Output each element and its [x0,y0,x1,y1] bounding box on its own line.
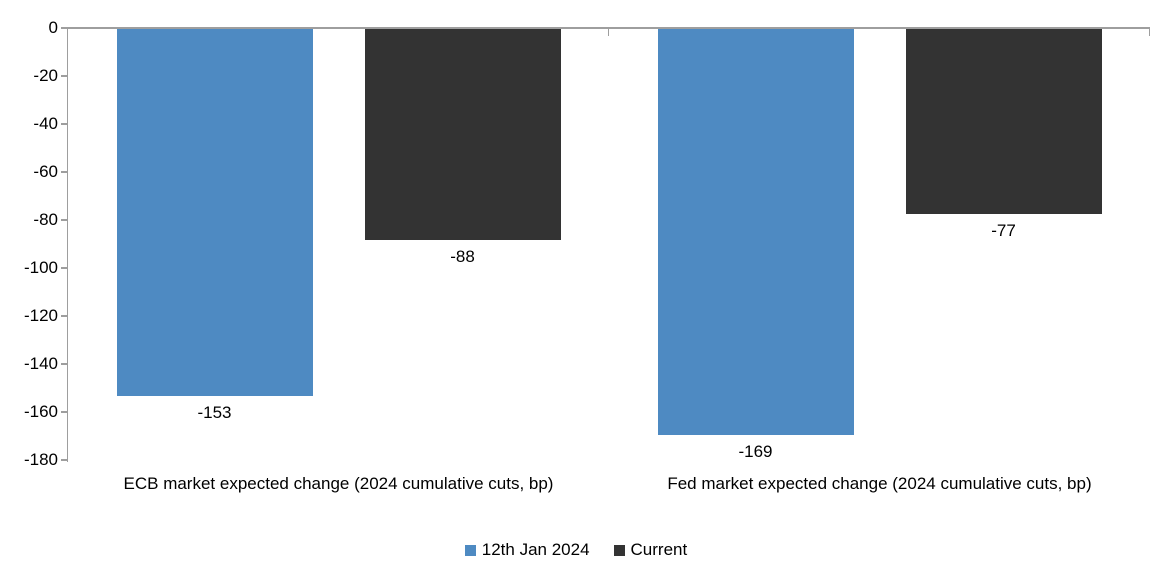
y-tick-mark [60,171,67,173]
y-tick-label: -140 [23,354,58,373]
bar-value-label: -77 [991,220,1016,240]
bar-value-label: -153 [197,403,232,423]
bar [364,29,561,241]
legend-swatch-icon [613,544,625,556]
legend-swatch-icon [464,544,476,556]
y-tick-label: -20 [33,66,58,85]
category-label: Fed market expected change (2024 cumulat… [667,474,1092,493]
legend-label: 12th Jan 2024 [481,540,590,559]
y-tick-mark [60,363,67,365]
y-axis-line [66,28,68,462]
y-tick-label: -100 [23,258,58,277]
y-tick-label: -80 [33,210,58,229]
y-tick-mark [60,459,67,461]
y-tick-mark [60,75,67,77]
category-label: ECB market expected change (2024 cumulat… [123,474,554,493]
bar-value-label: -88 [450,247,475,267]
legend-label: Current [630,540,688,559]
y-tick-label: -40 [33,114,58,133]
bar [657,29,854,435]
y-tick-label: -180 [23,450,58,469]
bar [116,29,313,397]
legend: 12th Jan 2024 Current [0,540,1152,560]
y-tick-mark [60,219,67,221]
y-tick-label: -60 [33,162,58,181]
category-tick-mark [607,29,609,36]
zero-baseline [66,27,1150,29]
y-tick-mark [60,27,67,29]
y-tick-label: -160 [23,402,58,421]
y-tick-mark [60,315,67,317]
y-tick-label: 0 [48,18,58,37]
y-tick-label: -120 [23,306,58,325]
legend-item: 12th Jan 2024 [464,540,590,560]
y-tick-mark [60,123,67,125]
y-tick-mark [60,267,67,269]
y-tick-mark [60,411,67,413]
category-tick-mark [1148,29,1150,36]
bar-value-label: -169 [738,441,773,461]
legend-item: Current [613,540,688,560]
bar [905,29,1102,214]
